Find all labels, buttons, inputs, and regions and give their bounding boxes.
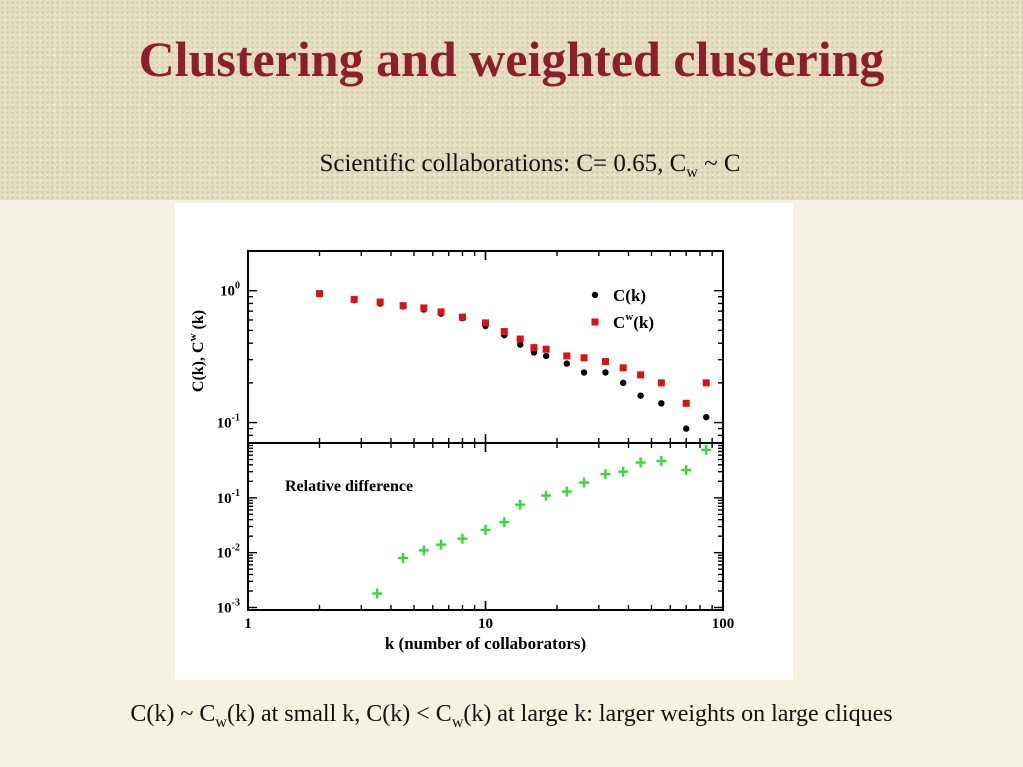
caption-text-2: (k) at small k, C(k) < C (226, 701, 452, 727)
relative-difference-point (579, 477, 590, 488)
caption-text-1: C(k) ~ C (130, 701, 216, 727)
y-tick-label: 10-1 (217, 488, 240, 507)
legend-ck-marker (591, 291, 599, 299)
relative-difference-point (436, 539, 447, 550)
ck-point (602, 369, 609, 376)
relative-difference-label: Relative difference (285, 478, 413, 495)
cwk-point (437, 308, 445, 316)
ck-point (658, 400, 665, 407)
legend-cwk-marker (591, 318, 599, 326)
cwk-point (420, 304, 428, 312)
legend-ck-label: C(k) (613, 286, 646, 305)
cwk-point (563, 352, 571, 360)
x-tick-label: 1 (244, 616, 252, 632)
clustering-chart: 100 10-1 10-1 10-2 10-31 10 100 k (number of co… (187, 250, 735, 653)
relative-difference-point (457, 533, 468, 544)
relative-difference-point (398, 552, 409, 563)
y-tick-label: 10-2 (217, 543, 240, 562)
y-tick-label: 10-3 (217, 597, 240, 616)
cwk-point (399, 302, 407, 310)
relative-difference-point (480, 524, 491, 535)
x-axis-label: k (number of collaborators) (385, 634, 586, 653)
x-tick-label: 10 (478, 616, 493, 632)
subtitle-tail: ~ C (697, 150, 741, 177)
relative-difference-point (499, 517, 510, 528)
subtitle-subscript: w (686, 164, 698, 181)
caption-subscript-2: w (451, 714, 464, 731)
relative-difference-point (656, 455, 667, 466)
relative-difference-point (561, 486, 572, 497)
ck-point (542, 352, 550, 360)
cwk-point (637, 371, 645, 379)
y-tick-label: 10-1 (217, 413, 240, 432)
cwk-point (682, 399, 690, 407)
cwk-point (619, 364, 627, 372)
ck-point (563, 360, 571, 367)
relative-difference-point (541, 490, 552, 501)
cwk-point (315, 290, 323, 298)
cwk-point (376, 298, 384, 306)
cwk-point (516, 335, 524, 343)
subtitle-text: Scientific collaborations: C= 0.65, C (319, 150, 687, 177)
ck-point (517, 341, 524, 348)
x-tick-label: 100 (712, 616, 735, 632)
cwk-point (350, 295, 358, 303)
figure-panel: 100 10-1 10-1 10-2 10-3 1 10 100 k (number of co… (175, 203, 793, 680)
relative-difference-point (681, 465, 692, 476)
cwk-point (580, 354, 588, 362)
cwk-point (657, 379, 665, 387)
ck-point (683, 425, 690, 432)
cwk-point (482, 319, 489, 327)
relative-difference-point (635, 457, 646, 468)
header-band (0, 0, 1023, 200)
relative-difference-point (600, 469, 611, 480)
y-axis-label: C(k), Cw (k) (187, 310, 207, 392)
cwk-point (702, 379, 710, 387)
relative-difference-point (618, 466, 629, 477)
relative-difference-point (418, 545, 429, 556)
relative-difference-point (701, 444, 712, 455)
ck-point (580, 369, 588, 376)
relative-difference-point (372, 588, 383, 599)
cwk-point (458, 313, 466, 321)
slide-caption: C(k) ~ Cw(k) at small k, C(k) < Cw(k) at… (0, 701, 1023, 732)
y-tick-label: 100 (220, 281, 240, 300)
slide-subtitle: Scientific collaborations: C= 0.65, Cw ~… (0, 150, 1023, 182)
cwk-point (601, 358, 609, 366)
ck-point (619, 379, 627, 387)
cwk-point (542, 345, 550, 353)
cwk-point (530, 344, 538, 352)
ck-point (637, 392, 644, 399)
cwk-point (500, 328, 508, 336)
relative-difference-point (515, 499, 526, 510)
slide-title: Clustering and weighted clustering (138, 31, 885, 87)
ck-point (703, 413, 710, 421)
caption-subscript-1: w (215, 714, 227, 731)
legend-cwk-label: Cw(k) (613, 311, 654, 332)
caption-text-3: (k) at large k: larger weights on large … (463, 701, 893, 727)
top-plot-frame (247, 250, 724, 444)
